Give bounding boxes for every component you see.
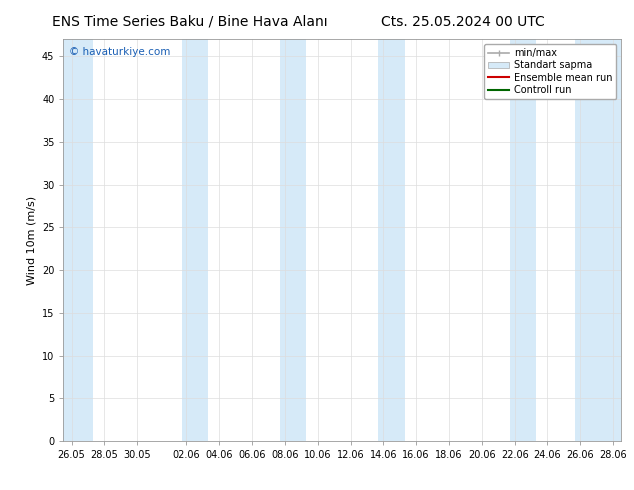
Bar bbox=[378, 39, 404, 441]
Text: ENS Time Series Baku / Bine Hava Alanı: ENS Time Series Baku / Bine Hava Alanı bbox=[53, 15, 328, 29]
Bar bbox=[181, 39, 208, 441]
Bar bbox=[63, 39, 93, 441]
Bar bbox=[280, 39, 306, 441]
Text: © havaturkiye.com: © havaturkiye.com bbox=[69, 47, 171, 57]
Y-axis label: Wind 10m (m/s): Wind 10m (m/s) bbox=[27, 196, 36, 285]
Bar bbox=[510, 39, 536, 441]
Legend: min/max, Standart sapma, Ensemble mean run, Controll run: min/max, Standart sapma, Ensemble mean r… bbox=[484, 44, 616, 99]
Text: Cts. 25.05.2024 00 UTC: Cts. 25.05.2024 00 UTC bbox=[381, 15, 545, 29]
Bar bbox=[576, 39, 621, 441]
